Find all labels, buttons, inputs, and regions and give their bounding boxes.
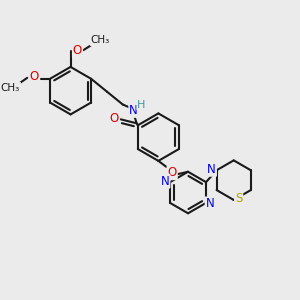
Text: O: O	[109, 112, 119, 125]
Text: N: N	[129, 104, 138, 117]
Text: O: O	[168, 166, 177, 179]
Text: CH₃: CH₃	[91, 35, 110, 45]
Text: N: N	[206, 197, 214, 210]
Text: N: N	[207, 163, 216, 176]
Text: CH₃: CH₃	[1, 83, 20, 93]
Text: O: O	[73, 44, 82, 57]
Text: S: S	[235, 193, 242, 206]
Text: H: H	[137, 100, 146, 110]
Text: O: O	[30, 70, 39, 83]
Text: N: N	[161, 175, 170, 188]
